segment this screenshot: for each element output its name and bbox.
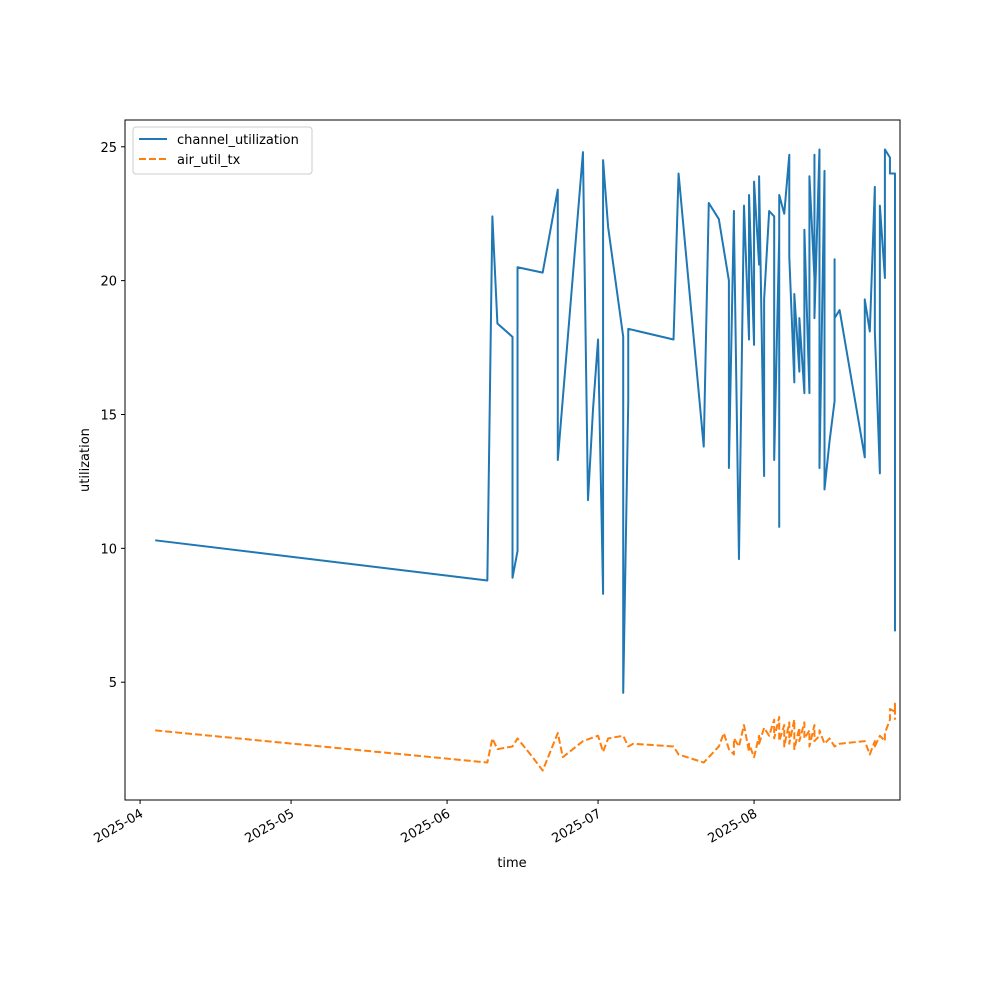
- y-tick-label: 15: [100, 408, 117, 423]
- series-line-air-util-tx: [155, 702, 896, 772]
- x-tick-label: 2025-06: [399, 806, 454, 846]
- x-tick-label: 2025-05: [243, 806, 298, 846]
- x-tick-label: 2025-08: [706, 806, 761, 846]
- y-tick-label: 20: [100, 275, 117, 290]
- y-tick-label: 10: [100, 542, 117, 557]
- x-tick-label: 2025-04: [92, 806, 147, 846]
- y-axis: 5 10 15 20 25: [100, 141, 125, 691]
- x-axis-label: time: [497, 856, 526, 871]
- legend-label-air-util-tx: air_util_tx: [177, 153, 241, 168]
- legend-box: [132, 126, 313, 175]
- legend-label-channel-utilization: channel_utilization: [177, 133, 299, 148]
- x-tick-label: 2025-07: [550, 806, 605, 846]
- series-line-channel-utilization: [155, 148, 896, 694]
- x-axis: 2025-04 2025-05 2025-06 2025-07 2025-08: [92, 800, 761, 847]
- plot-frame: [124, 119, 901, 801]
- y-axis-label: utilization: [78, 428, 93, 492]
- y-tick-label: 5: [109, 676, 117, 691]
- legend: channel_utilization air_util_tx: [132, 126, 313, 175]
- y-tick-label: 25: [100, 141, 117, 156]
- plot-lines: [155, 148, 896, 772]
